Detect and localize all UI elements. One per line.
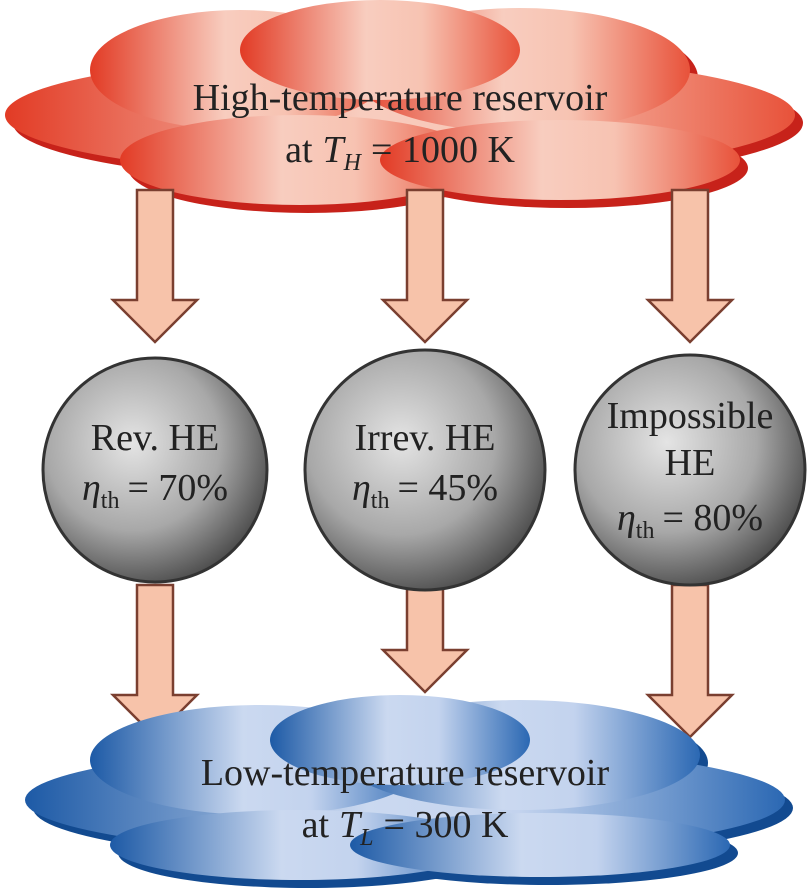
- symbol: η: [82, 467, 101, 509]
- engine-label: Impossible: [607, 395, 774, 437]
- text: = 45%: [397, 467, 498, 509]
- subscript: th: [636, 518, 655, 544]
- symbol: η: [617, 497, 636, 539]
- subscript: th: [371, 488, 390, 514]
- text: = 80%: [662, 497, 763, 539]
- cold-title: Low-temperature reservoir: [201, 752, 610, 794]
- engine-label: HE: [665, 442, 716, 484]
- engine-label: Rev. HE: [91, 417, 219, 459]
- subscript: H: [343, 150, 363, 176]
- symbol: η: [352, 467, 371, 509]
- text: = 1000 K: [371, 129, 515, 171]
- diagram: High-temperature reservoir atTH= 1000 K …: [0, 0, 809, 895]
- engine-label: Irrev. HE: [354, 417, 495, 459]
- hot-title: High-temperature reservoir: [193, 77, 608, 119]
- text: at: [302, 804, 330, 846]
- text: = 300 K: [384, 804, 509, 846]
- subscript: L: [359, 825, 373, 851]
- subscript: th: [101, 488, 120, 514]
- text: = 70%: [127, 467, 228, 509]
- text: at: [285, 129, 313, 171]
